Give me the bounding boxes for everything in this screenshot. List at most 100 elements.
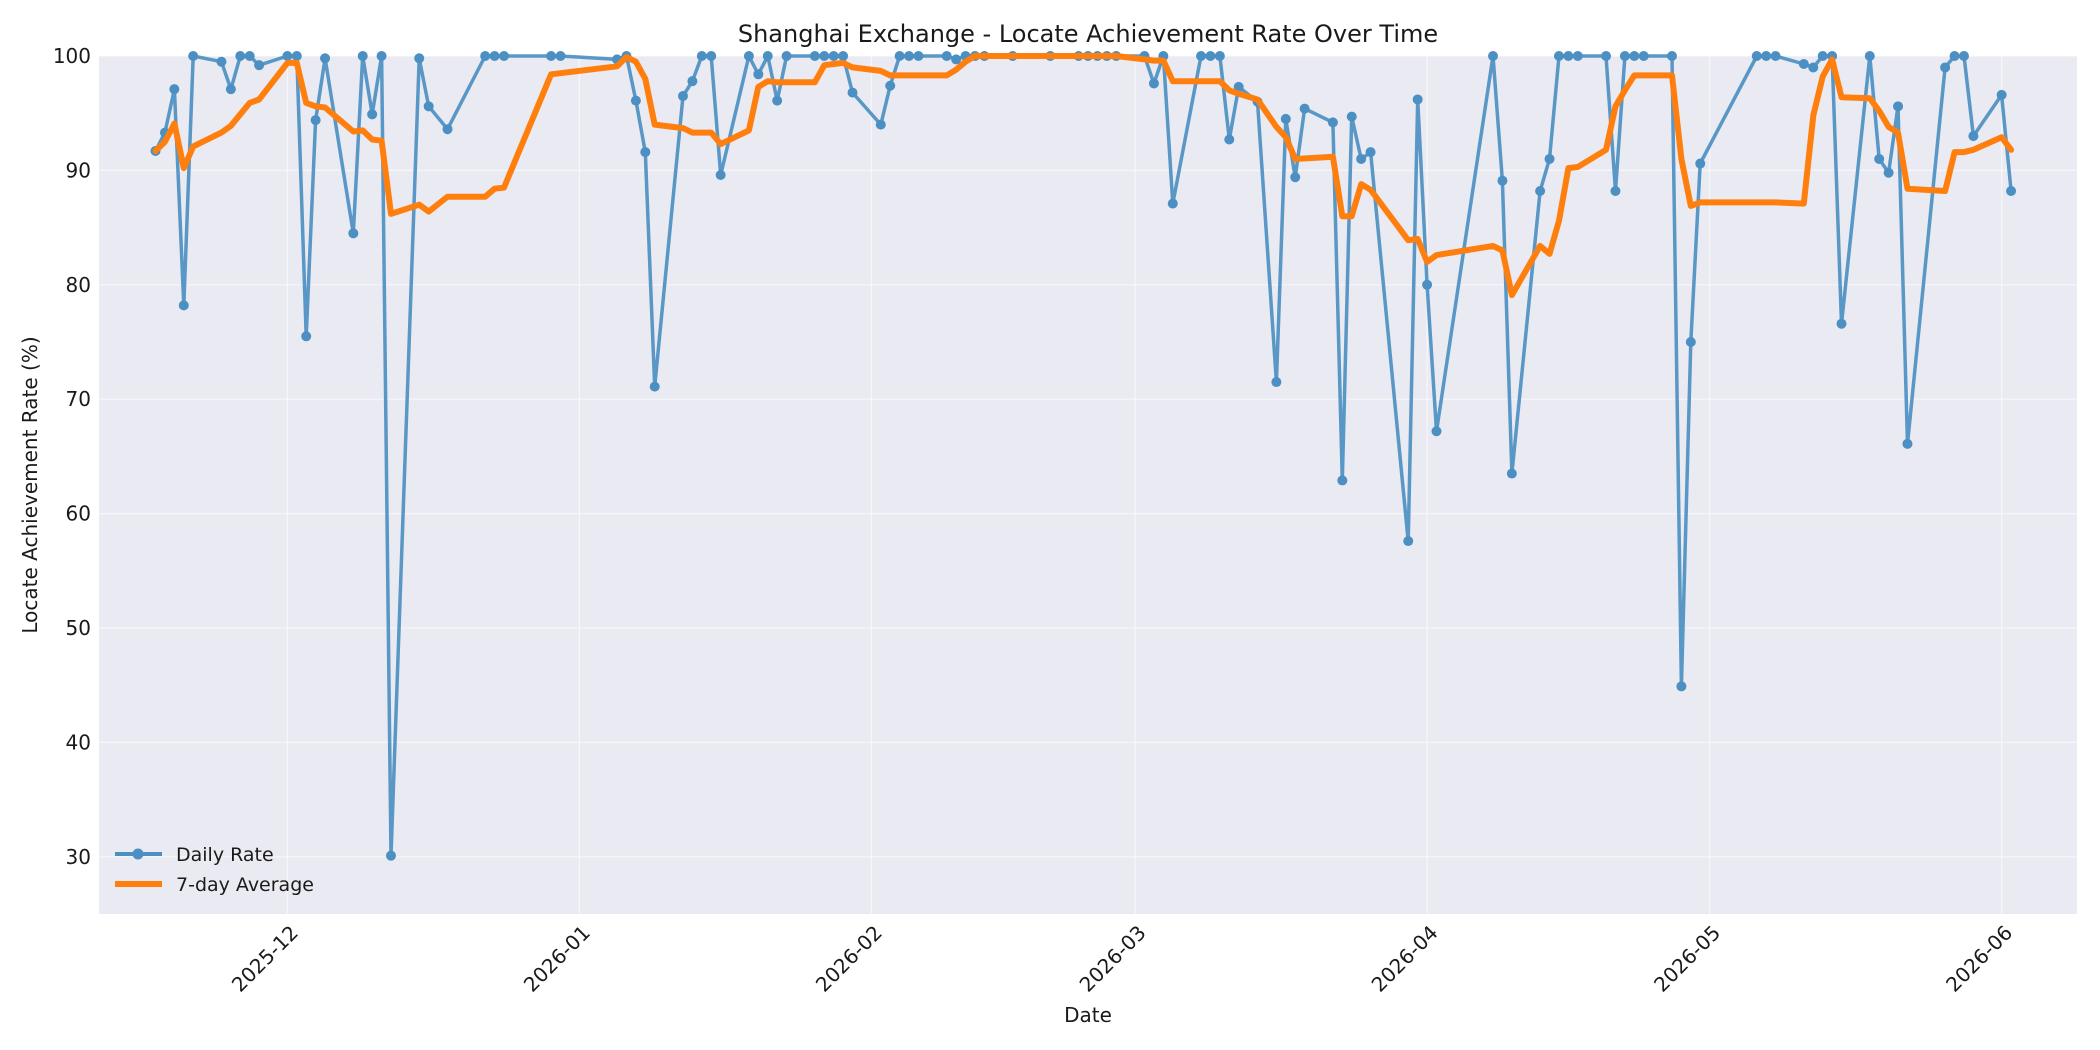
daily-rate-point <box>1601 51 1612 61</box>
daily-rate-point <box>1563 51 1574 61</box>
daily-rate-point <box>828 51 839 61</box>
daily-rate-point <box>894 51 905 61</box>
daily-rate-point <box>216 56 227 67</box>
grid-lines <box>99 55 2077 914</box>
daily-rate-point <box>1497 175 1508 186</box>
daily-rate-point <box>1629 51 1640 61</box>
daily-rate-point <box>1337 475 1348 486</box>
daily-rate-point <box>1836 318 1847 329</box>
daily-rate-point <box>1761 51 1772 61</box>
daily-rate-point <box>1506 468 1517 479</box>
daily-rate-point <box>1808 62 1819 73</box>
daily-rate-point <box>1224 134 1235 145</box>
daily-rate-point <box>1196 51 1207 61</box>
x-axis-label: Date <box>1064 1003 1112 1027</box>
daily-rate-point <box>904 51 915 61</box>
daily-rate-point <box>1280 113 1291 124</box>
daily-rate-point <box>414 53 425 64</box>
daily-rate-point <box>1422 279 1433 290</box>
daily-rate-point <box>1535 185 1546 196</box>
daily-rate-point <box>301 331 312 342</box>
daily-rate-point <box>348 228 359 239</box>
plot-area <box>99 56 2077 914</box>
daily-rate-point <box>1356 153 1367 164</box>
daily-rate-point <box>706 51 717 61</box>
daily-rate-point <box>1346 111 1357 122</box>
daily-rate-point <box>2006 185 2017 196</box>
daily-rate-point <box>1544 153 1555 164</box>
daily-rate-point <box>1949 51 1960 61</box>
daily-rate-point <box>1148 78 1159 89</box>
x-tick-label: 2026-02 <box>811 921 887 997</box>
daily-rate-point <box>442 124 453 135</box>
daily-rate-point <box>282 51 293 61</box>
daily-rate-point <box>367 109 378 120</box>
daily-rate-point <box>188 51 199 61</box>
daily-rate-point <box>762 51 773 61</box>
daily-rate-point <box>291 51 302 61</box>
daily-rate-point <box>1488 51 1499 61</box>
series-layer <box>150 51 2017 861</box>
daily-rate-point <box>1770 51 1781 61</box>
daily-rate-point <box>1874 153 1885 164</box>
daily-rate-point <box>630 95 641 106</box>
daily-rate-point <box>1553 51 1564 61</box>
daily-rate-point <box>1271 377 1282 388</box>
daily-rate-point <box>677 91 688 102</box>
daily-rate-point <box>320 53 331 64</box>
x-tick-label: 2026-04 <box>1367 921 1443 997</box>
daily-rate-point <box>809 51 820 61</box>
daily-rate-point <box>1695 158 1706 169</box>
x-tick-label: 2026-01 <box>519 921 595 997</box>
y-tick-label: 60 <box>66 502 91 526</box>
daily-rate-point <box>1412 94 1423 105</box>
daily-rate-point <box>235 51 246 61</box>
daily-rate-point <box>480 51 491 61</box>
daily-rate-point <box>875 119 886 130</box>
daily-rate-point <box>687 76 698 87</box>
daily-rate-point <box>1893 101 1904 112</box>
daily-rate-point <box>1817 51 1828 61</box>
y-tick-label: 90 <box>66 158 91 182</box>
daily-rate-point <box>1365 147 1376 158</box>
daily-rate-point <box>1940 62 1951 73</box>
y-tick-label: 100 <box>53 44 91 68</box>
daily-rate-point <box>1299 103 1310 114</box>
y-tick-label: 70 <box>66 387 91 411</box>
daily-rate-point <box>546 51 557 61</box>
legend-daily-marker <box>132 848 144 860</box>
daily-rate-point <box>1676 681 1687 692</box>
daily-rate-point <box>1214 51 1225 61</box>
daily-rate-point <box>1666 51 1677 61</box>
daily-rate-point <box>1572 51 1583 61</box>
daily-rate-point <box>941 51 952 61</box>
daily-rate-point <box>225 84 236 95</box>
chart-title: Shanghai Exchange - Locate Achievement R… <box>738 20 1438 48</box>
y-tick-label: 80 <box>66 273 91 297</box>
y-tick-label: 40 <box>66 730 91 754</box>
daily-rate-point <box>1638 51 1649 61</box>
daily-rate-point <box>885 80 896 91</box>
daily-rate-point <box>640 147 651 158</box>
daily-rate-point <box>1996 89 2007 100</box>
daily-rate-point <box>696 51 707 61</box>
daily-rate-point <box>649 381 660 392</box>
x-tick-label: 2026-03 <box>1075 921 1151 997</box>
x-tick-label: 2025-12 <box>227 921 303 997</box>
daily-rate-point <box>1883 167 1894 178</box>
daily-rate-point <box>244 51 255 61</box>
daily-rate-point <box>254 60 265 71</box>
seven-day-average-line <box>152 53 2015 299</box>
daily-rate-point <box>1233 81 1244 92</box>
daily-rate-point <box>772 95 783 106</box>
daily-rate-point <box>1751 51 1762 61</box>
daily-rate-point <box>951 54 962 65</box>
daily-rate-point <box>499 51 510 61</box>
x-tick-label: 2026-05 <box>1649 921 1725 997</box>
daily-rate-point <box>847 87 858 98</box>
daily-rate-point <box>555 51 566 61</box>
daily-rate-point <box>423 101 434 112</box>
legend-average-label: 7-day Average <box>176 874 314 896</box>
